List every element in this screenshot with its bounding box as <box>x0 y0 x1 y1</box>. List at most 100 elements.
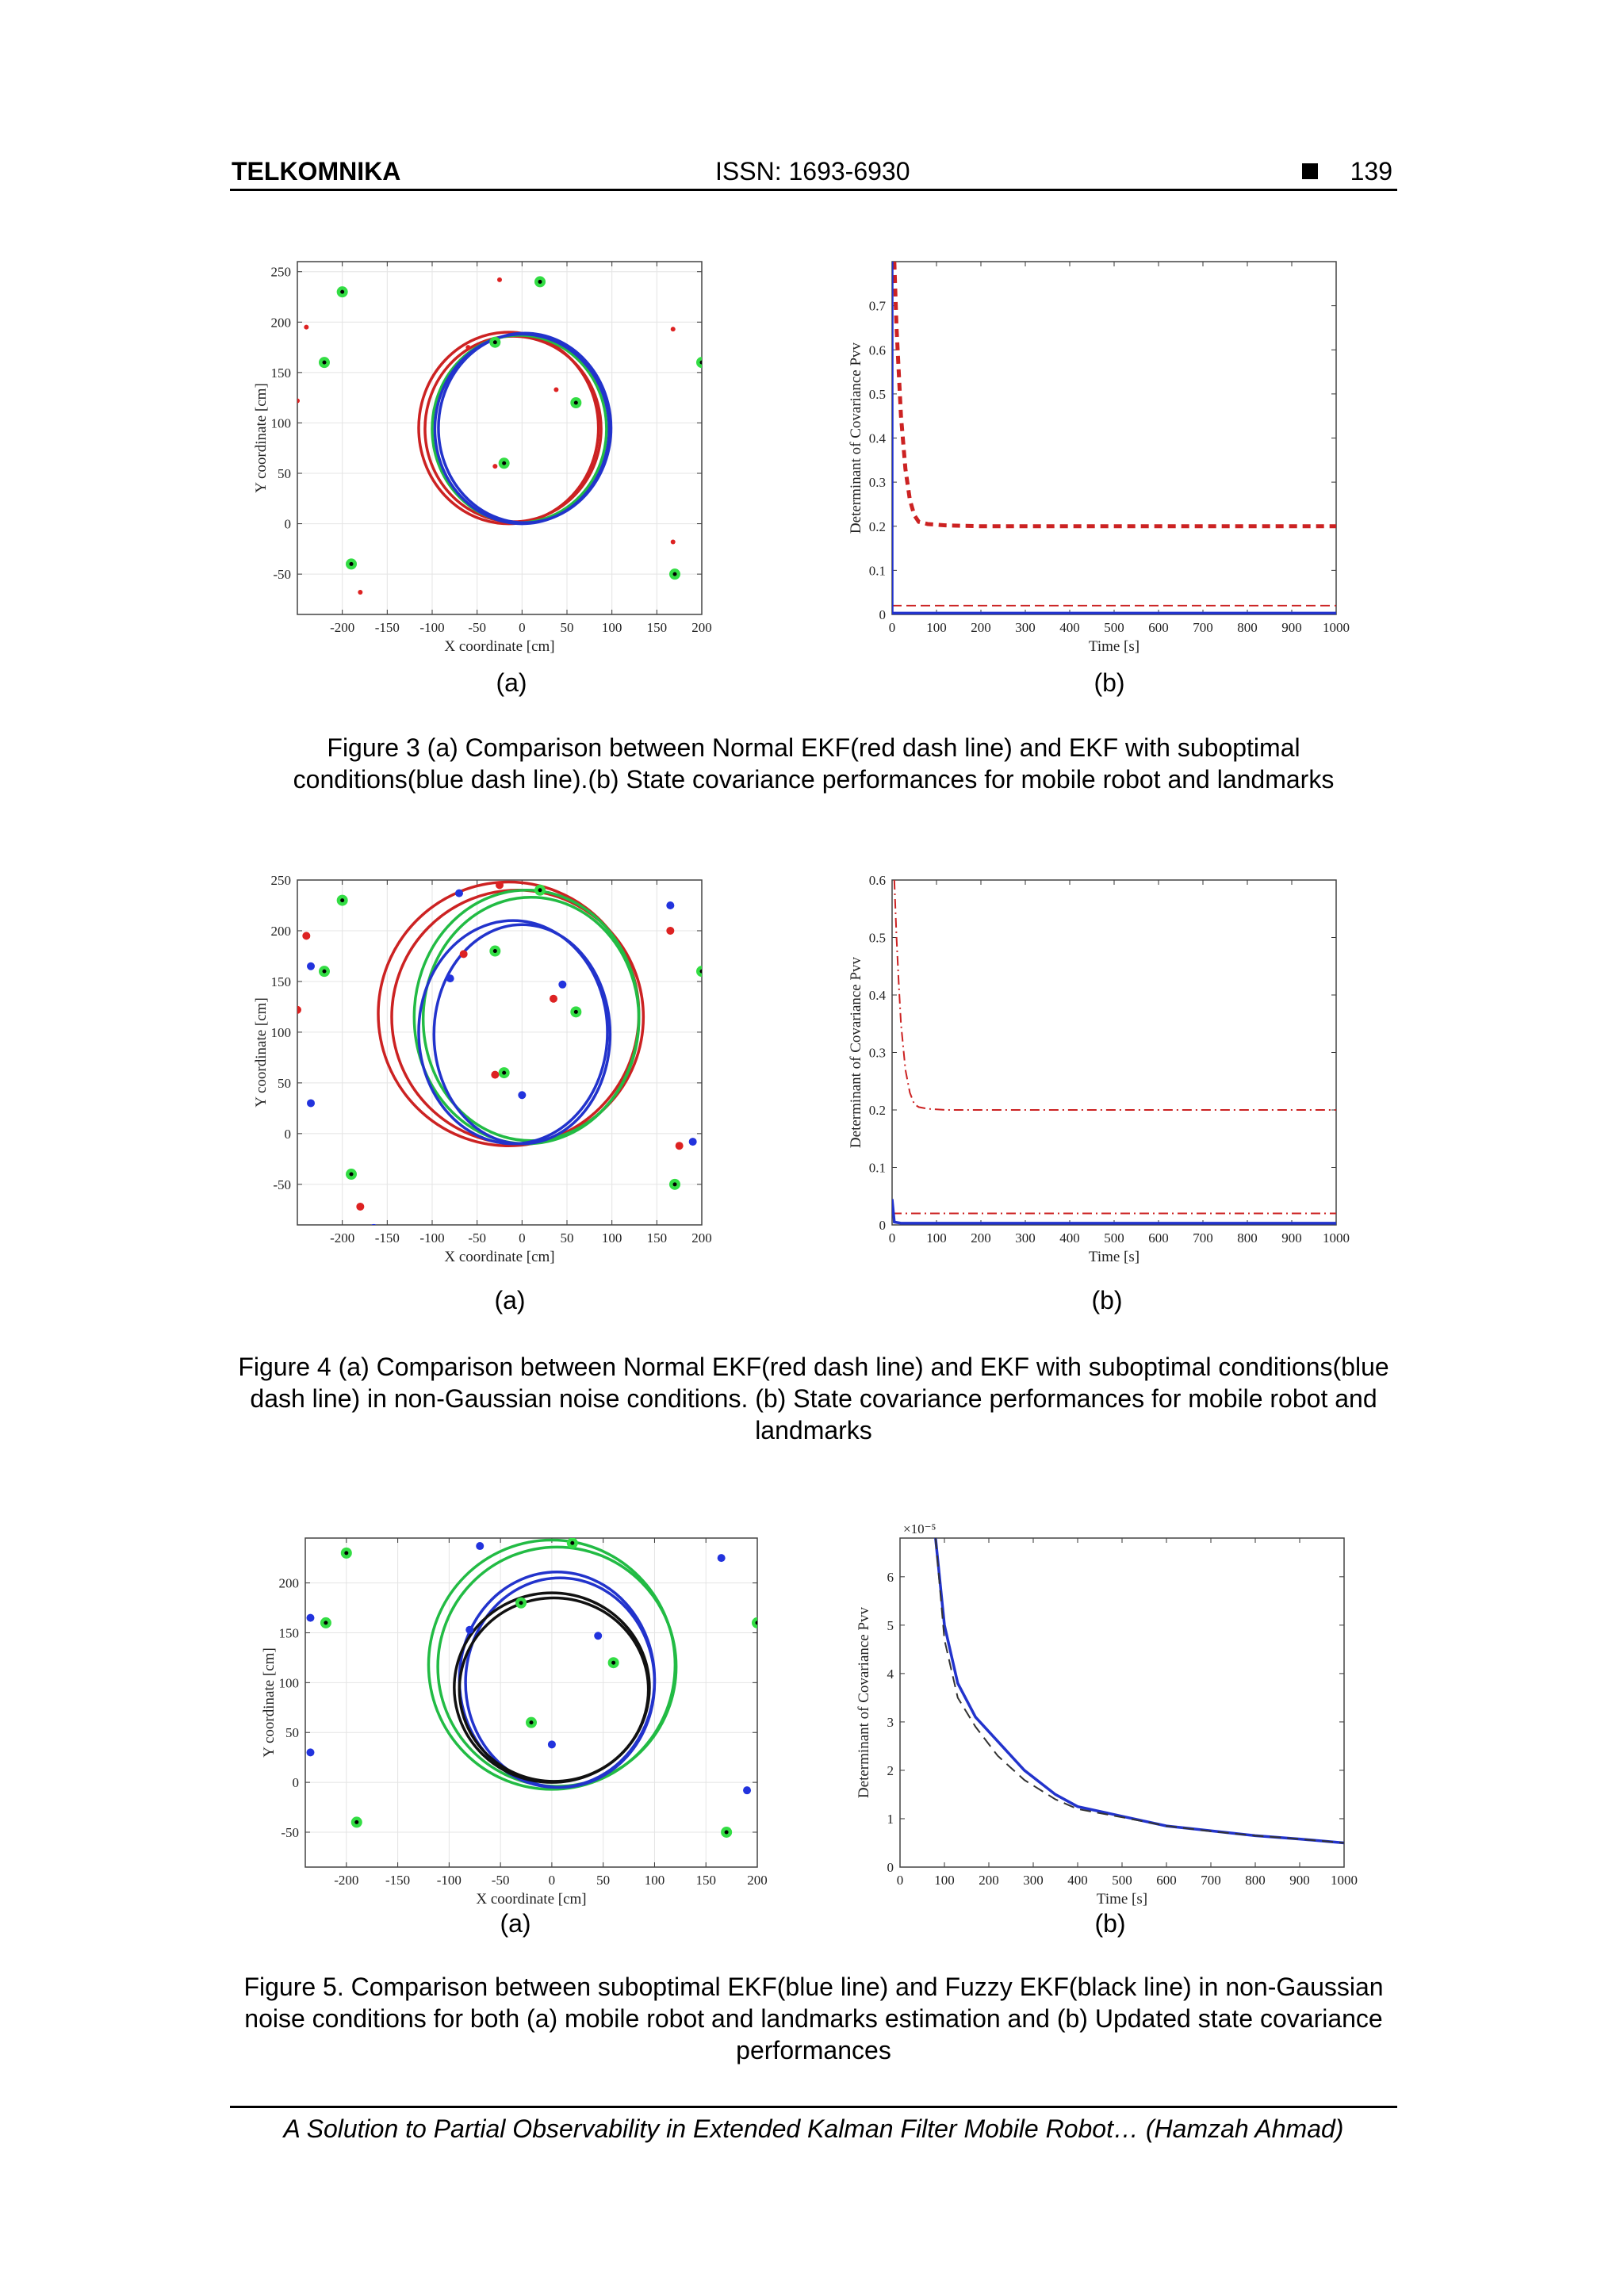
page-number: 139 <box>1350 157 1392 186</box>
x-tick-label: 1000 <box>1331 1873 1358 1888</box>
y-tick-label: 0 <box>879 1218 887 1233</box>
y-tick-label: 0 <box>285 1127 292 1142</box>
landmark-center <box>322 360 327 365</box>
landmark-center <box>340 289 345 294</box>
x-tick-label: 0 <box>519 620 526 635</box>
x-tick-label: 300 <box>1015 1230 1036 1246</box>
landmark-center <box>502 461 507 465</box>
x-tick-label: 100 <box>934 1873 955 1888</box>
y-tick-label: 5 <box>887 1618 894 1633</box>
landmark-center <box>344 1551 349 1556</box>
x-tick-label: -100 <box>419 1230 444 1246</box>
plot-frame <box>891 879 1337 1226</box>
x-tick-label: 600 <box>1148 620 1169 635</box>
page-header: TELKOMNIKA ISSN: 1693-6930 139 <box>230 155 1397 191</box>
x-tick-label: 0 <box>889 1230 896 1246</box>
landmark-estimate-blue <box>666 901 675 909</box>
landmark-center <box>354 1820 359 1824</box>
landmark-point <box>696 357 702 369</box>
figure-4a-plot: -200 -150 -100 -50 0 50 100 150 200 -50 0 50 100 150 2… <box>253 873 718 1280</box>
plot-area <box>892 880 1336 1225</box>
figure-4b-plot: 0 100 200 300 400 500 600 700 800 900 1000 0 0.1 0.2 0… <box>848 873 1352 1280</box>
landmark-estimate-red <box>297 398 300 404</box>
x-tick-label: 900 <box>1281 620 1302 635</box>
y-tick-label: 200 <box>279 1576 300 1591</box>
landmark-estimate-red <box>670 539 676 545</box>
x-tick-label: -150 <box>375 1230 400 1246</box>
landmark-estimate-red <box>492 464 498 469</box>
landmark-estimate-red <box>356 1202 365 1211</box>
figure-5a-plot: -200 -150 -100 -50 0 50 100 150 200 -50 0 50 100 150 2… <box>254 1506 773 1923</box>
x-tick-label: 1000 <box>1323 1230 1350 1246</box>
landmark-center <box>492 340 497 345</box>
landmark-point <box>752 1617 757 1628</box>
issn: ISSN: 1693-6930 <box>715 157 910 186</box>
trajectory-loop <box>458 1596 650 1783</box>
x-tick-label: 1000 <box>1323 620 1350 635</box>
trajectory-loop <box>423 335 603 523</box>
landmark-estimate-red <box>302 932 311 940</box>
y-tick-label: 100 <box>279 1675 300 1690</box>
y-tick-label: 0.5 <box>869 931 886 946</box>
y-tick-label: 0 <box>887 1860 894 1875</box>
chart-svg: 0 100 200 300 400 500 600 700 800 900 1000 0 1 2 3 4 5 6 T… <box>856 1521 1358 1908</box>
x-tick-label: 150 <box>695 1873 716 1888</box>
x-tick-label: -50 <box>468 1230 486 1246</box>
x-tick-label: 700 <box>1201 1873 1221 1888</box>
plot-frame <box>891 261 1337 615</box>
figure-4-caption: Figure 4 (a) Comparison between Normal E… <box>238 1353 1389 1445</box>
y-tick-label: 3 <box>887 1715 894 1730</box>
y-tick-label: 200 <box>271 315 292 330</box>
x-tick-label: 800 <box>1245 1873 1266 1888</box>
x-tick-label: 150 <box>647 1230 668 1246</box>
y-axis-label: Y coordinate [cm] <box>261 1647 278 1758</box>
y-tick-label: 150 <box>271 974 292 989</box>
y-axis-label: Y coordinate [cm] <box>253 383 270 493</box>
figure-3b-label: (b) <box>1094 668 1125 697</box>
x-tick-label: 900 <box>1289 1873 1310 1888</box>
landmark-estimate-blue <box>558 980 567 989</box>
y-tick-label: 150 <box>279 1625 300 1640</box>
x-tick-label: -200 <box>330 1230 354 1246</box>
landmark-estimate-red <box>553 387 559 392</box>
landmark-estimate-blue <box>518 1091 527 1100</box>
plot-frame <box>304 1537 758 1868</box>
landmark-estimate-blue <box>455 889 463 897</box>
x-axis-label: X coordinate [cm] <box>444 1249 554 1265</box>
landmark-estimate-blue <box>446 974 454 983</box>
y-tick-label: 50 <box>278 466 291 481</box>
landmark-point <box>696 966 702 978</box>
y-tick-label: 100 <box>271 415 292 430</box>
plot-area <box>297 276 702 595</box>
y-tick-label: 250 <box>271 873 292 888</box>
figure-4b-label: (b) <box>1091 1286 1123 1314</box>
series-line <box>893 880 1336 1111</box>
y-tick-label: 0.5 <box>869 387 886 402</box>
x-tick-label: 300 <box>1015 620 1036 635</box>
y-tick-label: -50 <box>281 1825 299 1840</box>
page-footer: A Solution to Partial Observability in E… <box>230 2106 1397 2144</box>
x-axis-label: Time [s] <box>1097 1891 1147 1908</box>
x-tick-label: 200 <box>691 620 712 635</box>
x-tick-label: 100 <box>926 1230 947 1246</box>
x-tick-label: 100 <box>602 1230 622 1246</box>
y-tick-label: 250 <box>271 265 292 280</box>
x-tick-label: 100 <box>602 620 622 635</box>
landmark-estimate-red <box>675 1142 684 1150</box>
y-tick-label: 1 <box>887 1812 894 1827</box>
plot-frame <box>899 1537 1345 1868</box>
x-tick-label: 150 <box>647 620 668 635</box>
landmark-estimate-red <box>358 590 363 595</box>
figure-4a-label: (a) <box>494 1286 526 1314</box>
x-tick-label: 800 <box>1237 1230 1258 1246</box>
x-tick-label: 900 <box>1281 1230 1302 1246</box>
y-tick-label: 0.7 <box>869 299 887 314</box>
landmark-center <box>538 888 542 893</box>
landmark-estimate-blue <box>371 1223 377 1225</box>
plot-frame <box>297 261 703 615</box>
landmark-center <box>699 360 702 365</box>
y-tick-label: 4 <box>887 1667 894 1682</box>
chart-svg: 0 100 200 300 400 500 600 700 800 900 1000 0 0.1 0.2 0… <box>848 873 1350 1265</box>
trajectory-loop <box>437 331 613 525</box>
landmark-center <box>672 1182 677 1187</box>
